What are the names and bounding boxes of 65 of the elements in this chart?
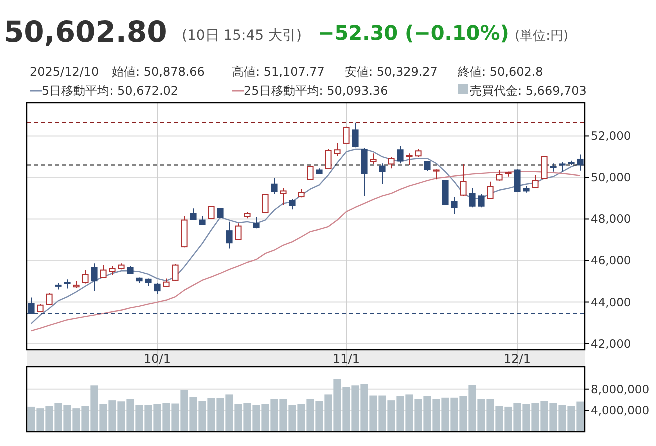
candlestick [253,216,260,230]
candlestick [460,164,467,197]
candlestick [514,169,521,192]
y-tick-label: 44,000 [591,295,632,310]
candlestick [388,156,395,170]
candlestick [307,166,314,180]
text: −52.30 (−0.10%) [318,21,510,45]
candlestick [406,153,413,166]
chart-subtitle: (10日 15:45 大引) [182,28,302,44]
candlestick [577,154,584,172]
candlestick [262,194,269,214]
x-tick-label: 10/1 [144,352,171,366]
text: 安値: 50,329.27 [345,65,438,79]
candlestick [478,194,485,208]
candlestick [82,270,89,284]
candlestick [172,264,179,282]
candlestick [379,163,386,185]
y-tick-label: 46,000 [591,254,632,268]
y-tick-label: 50,000 [591,170,632,185]
candlestick [46,292,53,306]
legend-label: 5日移動平均: 50,672.02 [42,84,179,98]
chart-title: 50,602.80 [4,15,168,49]
candlestick [64,279,71,290]
candlestick [397,146,404,164]
candlestick [217,208,224,220]
y-tick-label: 42,000 [591,336,632,351]
text: (単位:円) [515,29,569,44]
x-tick-label: 11/1 [333,352,360,366]
candlestick [91,263,98,292]
candlestick [559,161,566,172]
candlestick [325,148,332,170]
text: 2025/12/10 [30,65,100,79]
candlestick [100,264,107,278]
x-tick-label: 12/1 [504,352,531,366]
candlestick [154,282,161,295]
candlestick [343,126,350,144]
candlestick [442,180,449,206]
candlestick [352,122,359,148]
candlestick [190,208,197,221]
candlestick [541,156,548,180]
candlestick [469,188,476,208]
legend-label: 25日移動平均: 50,093.36 [244,84,388,98]
candlestick [433,169,440,180]
candlestick [451,196,458,215]
candlestick [532,174,539,188]
y-tick-label: 8,000,000 [591,382,650,396]
candlestick [370,153,377,165]
line-series [30,171,582,332]
candlestick [424,161,431,172]
text: 始値: 50,878.66 [112,65,205,79]
candlestick [208,206,215,220]
candlestick [496,170,503,182]
candlestick [235,223,242,241]
candlestick [289,199,296,210]
candlestick [271,178,278,195]
candlestick [226,221,233,250]
y-tick-label: 48,000 [591,212,632,226]
text: 終値: 50,602.8 [457,65,544,79]
y-tick-label: 52,000 [591,129,632,144]
text: 高値: 51,107.77 [232,65,325,79]
candlestick [280,188,287,206]
candlestick [487,181,494,200]
y-tick-label: 4,000,000 [591,404,650,418]
legend-label: 売買代金: 5,669,703 [470,84,587,98]
candlestick [334,142,341,157]
